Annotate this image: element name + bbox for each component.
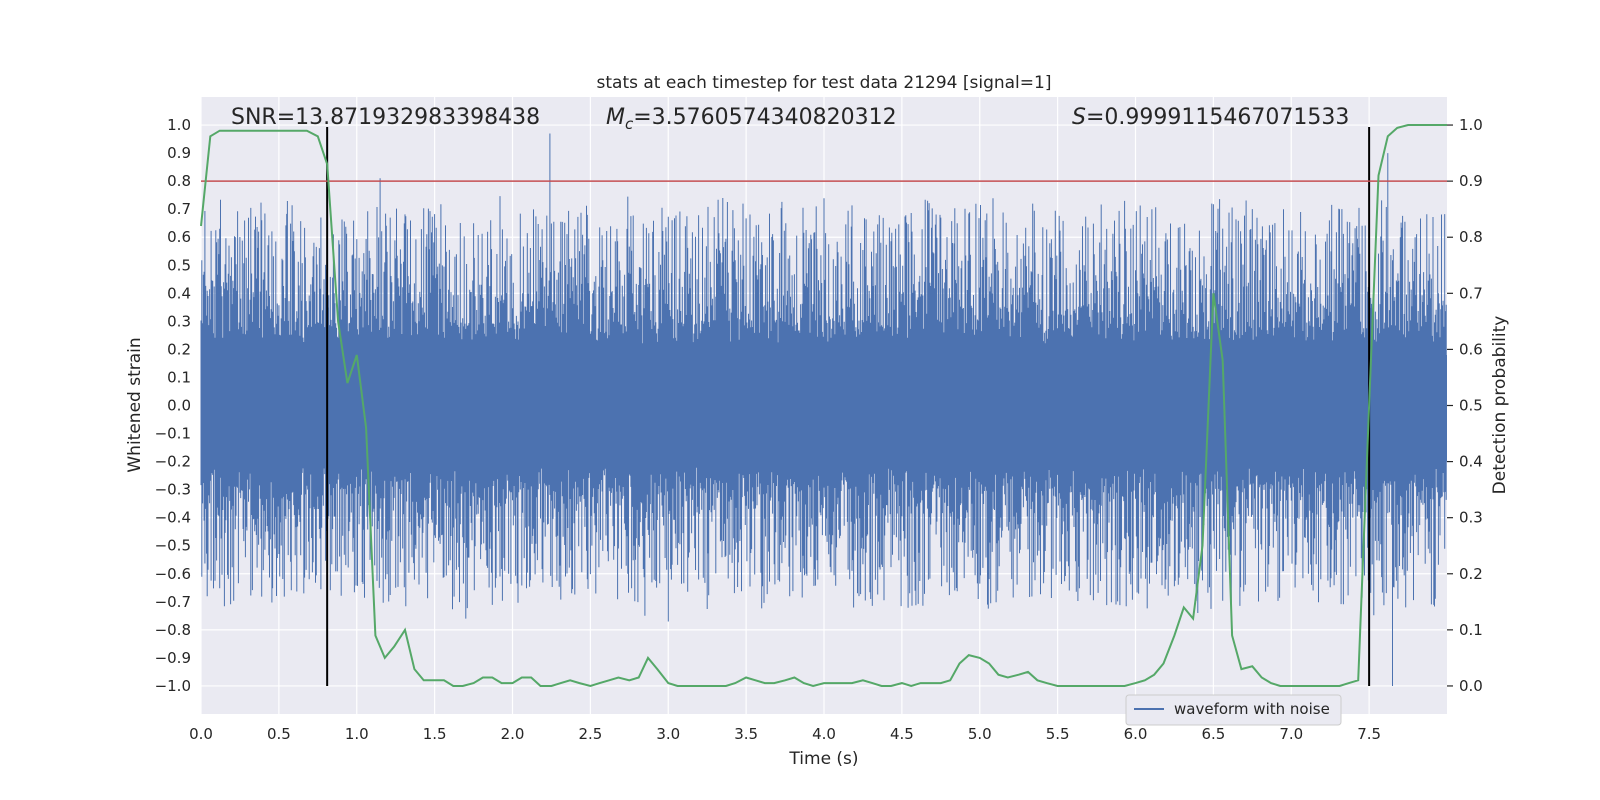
legend-box bbox=[1125, 694, 1342, 726]
y-tick-label: 0.7 bbox=[167, 200, 191, 218]
x-tick-label: 0.0 bbox=[189, 725, 213, 743]
y2-tick-label: 0.2 bbox=[1459, 565, 1483, 583]
y2-axis-ticks: 1.0 0.9 0.8 0.7 0.6 0.5 0.4 0.3 0.2 0.1 0.0 bbox=[1447, 116, 1483, 695]
y2-tick-label: 0.7 bbox=[1459, 284, 1483, 302]
y2-tick-label: 0.6 bbox=[1459, 340, 1483, 358]
x-tick-label: 7.0 bbox=[1279, 725, 1303, 743]
legend: waveform with noise bbox=[1125, 694, 1342, 726]
y-tick-label: 0.6 bbox=[167, 228, 191, 246]
snr-annotation: SNR=13.871932983398438 bbox=[231, 105, 540, 130]
y-tick-label: −0.3 bbox=[155, 481, 191, 499]
mc-subscript: c bbox=[625, 115, 634, 133]
y-tick-label: −0.8 bbox=[155, 621, 191, 639]
y2-tick-label: 0.9 bbox=[1459, 172, 1483, 190]
waveform-series bbox=[200, 133, 1447, 686]
x-tick-label: 3.0 bbox=[656, 725, 680, 743]
mc-symbol: M bbox=[606, 105, 625, 130]
y2-tick-label: 1.0 bbox=[1459, 116, 1483, 134]
chart-title: stats at each timestep for test data 212… bbox=[597, 73, 1052, 93]
waveform-trace bbox=[200, 133, 1447, 686]
x-tick-label: 4.0 bbox=[812, 725, 836, 743]
y-tick-label: −0.1 bbox=[155, 425, 191, 443]
y-tick-label: 0.0 bbox=[167, 397, 191, 415]
y2-axis-label: Detection probability bbox=[1490, 316, 1510, 495]
x-tick-label: 5.5 bbox=[1046, 725, 1070, 743]
s-annotation: S=0.9999115467071533 bbox=[1072, 105, 1349, 130]
x-tick-label: 7.5 bbox=[1357, 725, 1381, 743]
y-tick-label: 0.8 bbox=[167, 172, 191, 190]
y-tick-label: 0.4 bbox=[167, 284, 191, 302]
x-axis-ticks: 0.0 0.5 1.0 1.5 2.0 2.5 3.0 3.5 4.0 4.5 5.0 5.5 6.0 6… bbox=[189, 725, 1381, 743]
y-tick-label: −0.7 bbox=[155, 593, 191, 611]
x-tick-label: 3.5 bbox=[734, 725, 758, 743]
y-tick-label: 0.5 bbox=[167, 256, 191, 274]
y-axis-ticks: 1.0 0.9 0.8 0.7 0.6 0.5 0.4 0.3 0.2 0.1 0.0 −0.1 −0.… bbox=[155, 116, 191, 695]
y-tick-label: −0.6 bbox=[155, 565, 191, 583]
x-tick-label: 6.0 bbox=[1124, 725, 1148, 743]
s-value: =0.9999115467071533 bbox=[1086, 105, 1349, 130]
x-tick-label: 2.0 bbox=[501, 725, 525, 743]
y-tick-label: −0.4 bbox=[155, 509, 191, 527]
y-tick-label: −0.5 bbox=[155, 537, 191, 555]
y-tick-label: 0.2 bbox=[167, 340, 191, 358]
y2-tick-label: 0.4 bbox=[1459, 453, 1483, 471]
x-tick-label: 0.5 bbox=[267, 725, 291, 743]
mc-value: =3.5760574340820312 bbox=[633, 105, 896, 130]
y-tick-label: −1.0 bbox=[155, 677, 191, 695]
x-tick-label: 5.0 bbox=[968, 725, 992, 743]
y-axis-label: Whitened strain bbox=[125, 337, 145, 472]
y-tick-label: 0.9 bbox=[167, 144, 191, 162]
mc-annotation: Mc=3.5760574340820312 bbox=[606, 105, 897, 133]
y-tick-label: −0.2 bbox=[155, 453, 191, 471]
x-tick-label: 2.5 bbox=[578, 725, 602, 743]
y2-tick-label: 0.8 bbox=[1459, 228, 1483, 246]
x-tick-label: 1.5 bbox=[423, 725, 447, 743]
y2-tick-label: 0.0 bbox=[1459, 677, 1483, 695]
x-tick-label: 6.5 bbox=[1201, 725, 1225, 743]
y-tick-label: 0.3 bbox=[167, 312, 191, 330]
x-axis-label: Time (s) bbox=[788, 749, 858, 769]
y-tick-label: −0.9 bbox=[155, 649, 191, 667]
y-tick-label: 1.0 bbox=[167, 116, 191, 134]
legend-label: waveform with noise bbox=[1174, 700, 1330, 718]
s-symbol: S bbox=[1072, 105, 1086, 130]
x-tick-label: 4.5 bbox=[890, 725, 914, 743]
y2-tick-label: 0.3 bbox=[1459, 509, 1483, 527]
detection-probability-line bbox=[200, 124, 1447, 688]
x-tick-label: 1.0 bbox=[345, 725, 369, 743]
y-tick-label: 0.1 bbox=[167, 368, 191, 386]
y2-tick-label: 0.1 bbox=[1459, 621, 1483, 639]
y2-tick-label: 0.5 bbox=[1459, 397, 1483, 415]
